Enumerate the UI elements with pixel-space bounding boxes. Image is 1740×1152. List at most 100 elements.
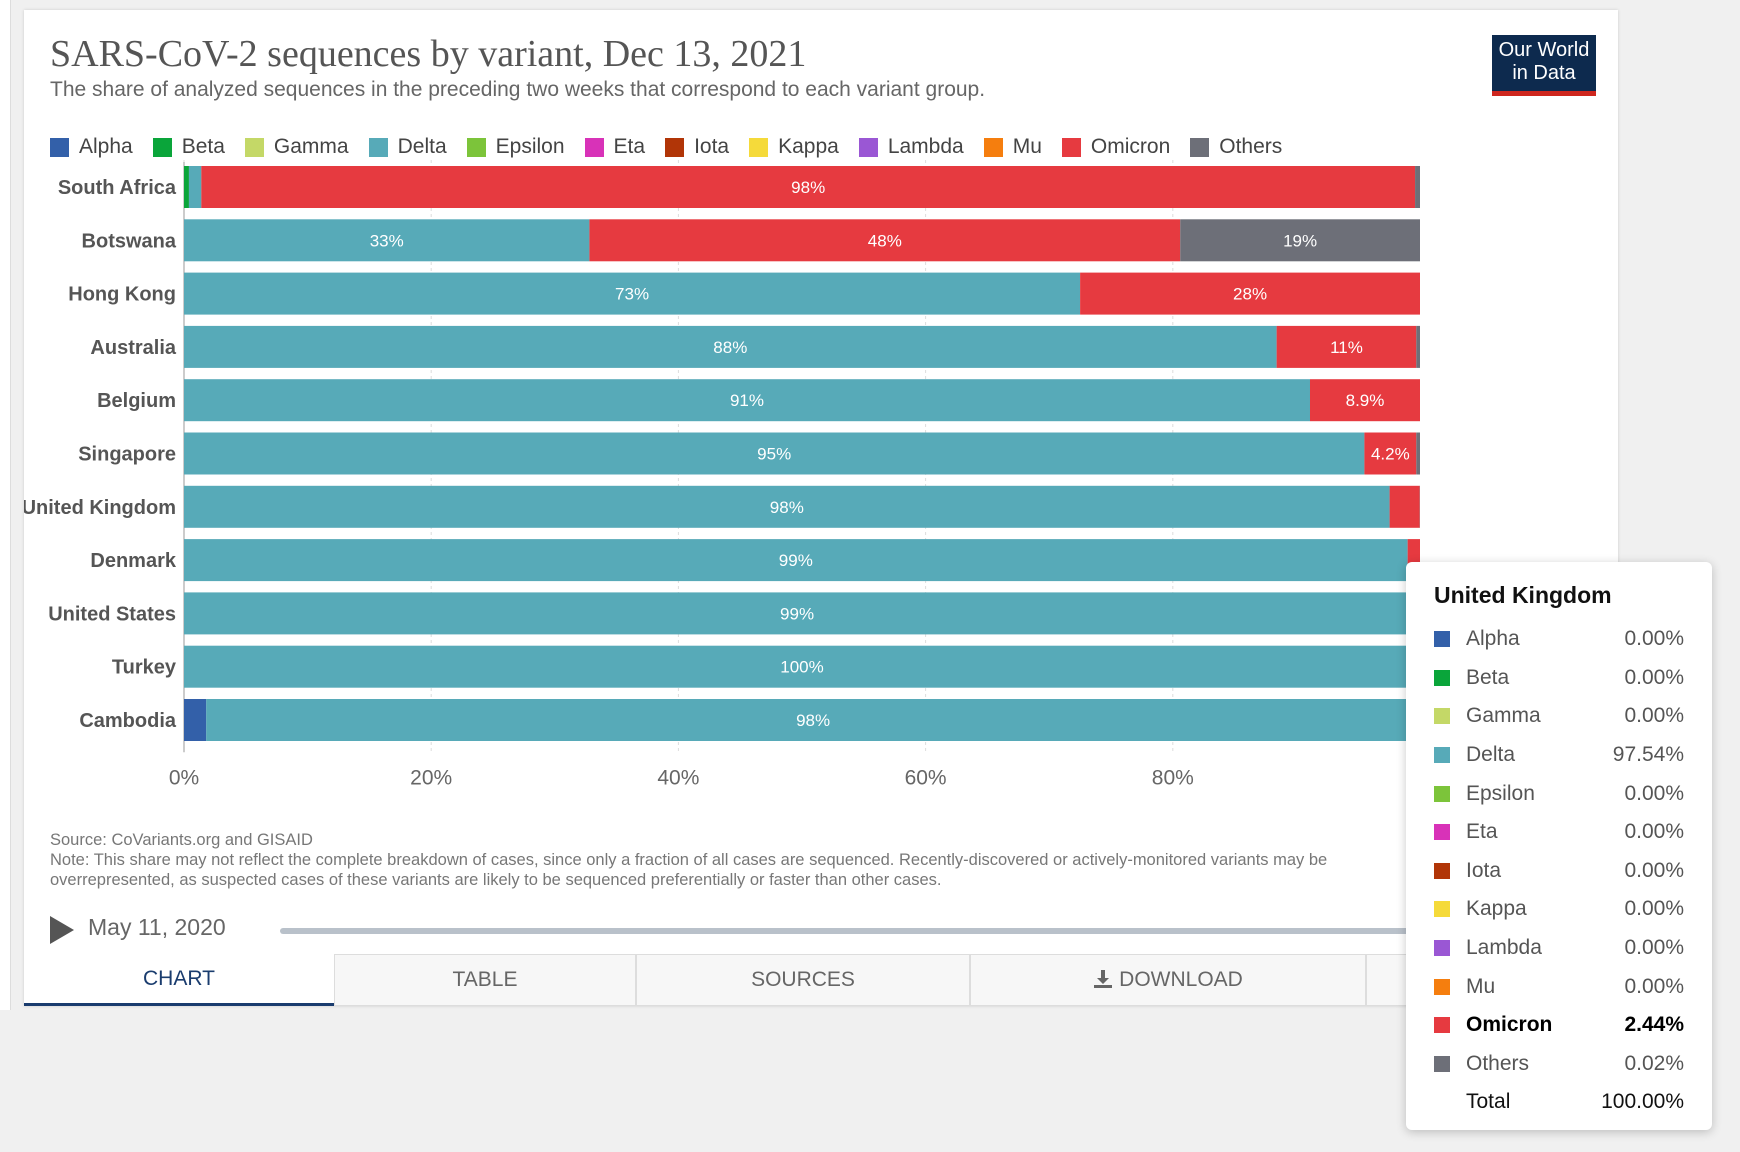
legend-item-delta[interactable]: Delta — [368, 135, 447, 159]
tooltip-swatch-others — [1434, 1055, 1450, 1072]
tooltip-value-eta: 0.00% — [1624, 820, 1684, 844]
timeline-start-date: May 11, 2020 — [88, 914, 226, 940]
owid-logo[interactable]: Our World in Data — [1492, 35, 1596, 96]
timeline-slider[interactable] — [280, 928, 1440, 934]
bar-turkey-delta[interactable] — [184, 645, 1420, 688]
row-label-belgium: Belgium — [97, 390, 176, 412]
legend-swatch-epsilon — [466, 137, 486, 157]
legend-swatch-others — [1190, 137, 1210, 157]
tooltip-swatch-eta — [1434, 824, 1450, 841]
x-tick-label: 40% — [657, 766, 699, 789]
bar-label-hong-kong-delta: 73% — [615, 285, 649, 304]
legend-item-beta[interactable]: Beta — [152, 135, 225, 159]
tooltip-swatch-lambda — [1434, 940, 1450, 957]
bar-cambodia-delta[interactable] — [206, 699, 1420, 741]
bar-label-south-africa-omicron: 98% — [791, 178, 825, 197]
bar-label-botswana-omicron: 48% — [868, 231, 902, 250]
x-tick-label: 80% — [1152, 766, 1194, 789]
tooltip-value-iota: 0.00% — [1624, 858, 1684, 882]
tooltip-row-lambda: Lambda 0.00% — [1434, 929, 1684, 968]
bar-united-kingdom-omicron[interactable] — [1389, 485, 1420, 528]
tooltip-row-mu: Mu 0.00% — [1434, 967, 1684, 1006]
tab-sources-label: SOURCES — [751, 968, 855, 991]
tooltip-value-alpha: 0.00% — [1624, 627, 1684, 651]
legend-item-lambda[interactable]: Lambda — [858, 135, 964, 159]
bar-australia-delta[interactable] — [184, 325, 1277, 368]
legend-item-iota[interactable]: Iota — [665, 135, 729, 159]
bar-cambodia-alpha[interactable] — [184, 699, 207, 741]
bar-south-africa-delta[interactable] — [188, 166, 202, 208]
tooltip-swatch-iota — [1434, 862, 1450, 879]
legend-swatch-delta — [368, 137, 388, 157]
tooltip-name-delta: Delta — [1466, 743, 1516, 767]
bar-australia-omicron[interactable] — [1276, 325, 1417, 368]
legend-item-epsilon[interactable]: Epsilon — [466, 135, 565, 159]
tab-sources[interactable]: SOURCES — [636, 954, 970, 1006]
tab-chart[interactable]: CHART — [24, 954, 334, 1006]
tooltip-swatch-delta — [1434, 747, 1450, 764]
bar-south-africa-others[interactable] — [1415, 166, 1420, 208]
legend-label-omicron: Omicron — [1090, 135, 1171, 158]
bar-belgium-omicron[interactable] — [1309, 379, 1420, 422]
tooltip-row-delta: Delta 97.54% — [1434, 736, 1684, 775]
tooltip-title: United Kingdom — [1434, 582, 1612, 608]
tooltip-name-others: Others — [1466, 1051, 1530, 1075]
legend-item-others[interactable]: Others — [1190, 135, 1282, 159]
tooltip-name-alpha: Alpha — [1466, 627, 1520, 651]
bar-hong-kong-delta[interactable] — [184, 272, 1081, 315]
tooltip-value-delta: 97.54% — [1612, 743, 1684, 767]
logo-line-1: Our World — [1498, 39, 1590, 61]
legend-item-omicron[interactable]: Omicron — [1061, 135, 1171, 159]
bar-label-denmark-delta: 99% — [779, 551, 813, 570]
bar-united-kingdom-delta[interactable] — [184, 485, 1390, 528]
tab-table[interactable]: TABLE — [334, 954, 636, 1006]
row-label-australia: Australia — [90, 337, 176, 359]
tooltip-value-beta: 0.00% — [1624, 665, 1684, 689]
play-icon[interactable] — [50, 916, 74, 944]
tooltip-name-gamma: Gamma — [1466, 704, 1541, 728]
tooltip-name-lambda: Lambda — [1466, 936, 1542, 960]
bar-singapore-delta[interactable] — [184, 432, 1365, 475]
bar-singapore-omicron[interactable] — [1364, 432, 1417, 475]
bar-united-states-delta[interactable] — [184, 592, 1411, 635]
tooltip-row-beta: Beta 0.00% — [1434, 659, 1684, 698]
legend-label-epsilon: Epsilon — [495, 135, 565, 158]
row-label-united-states: United States — [48, 603, 176, 625]
bar-south-africa-omicron[interactable] — [201, 166, 1416, 208]
legend-item-mu[interactable]: Mu — [983, 135, 1042, 159]
legend-label-eta: Eta — [613, 135, 646, 158]
bar-singapore-others[interactable] — [1416, 432, 1420, 475]
bar-south-africa-beta[interactable] — [184, 166, 189, 208]
row-label-botswana: Botswana — [82, 230, 177, 252]
legend-item-gamma[interactable]: Gamma — [244, 135, 349, 159]
download-icon — [1094, 970, 1113, 988]
tooltip-value-lambda: 0.00% — [1624, 936, 1684, 960]
bar-australia-others[interactable] — [1416, 325, 1420, 368]
tooltip-total-value: 100.00% — [1601, 1090, 1684, 1114]
bar-label-belgium-omicron: 8.9% — [1346, 391, 1385, 410]
row-label-singapore: Singapore — [78, 444, 176, 466]
bar-denmark-delta[interactable] — [184, 539, 1408, 582]
bar-botswana-delta[interactable] — [184, 219, 590, 262]
tooltip-row-alpha: Alpha 0.00% — [1434, 620, 1684, 659]
bar-hong-kong-omicron[interactable] — [1080, 272, 1420, 315]
bar-belgium-delta[interactable] — [184, 379, 1310, 422]
tooltip-name-iota: Iota — [1466, 858, 1502, 882]
note-line: Note: This share may not reflect the com… — [50, 851, 1328, 889]
bar-botswana-omicron[interactable] — [589, 219, 1181, 262]
legend-item-alpha[interactable]: Alpha — [50, 135, 133, 159]
tooltip-swatch-mu — [1434, 978, 1450, 995]
bar-botswana-others[interactable] — [1180, 219, 1420, 262]
legend-swatch-iota — [665, 137, 685, 157]
row-label-turkey: Turkey — [112, 657, 177, 679]
tab-download[interactable]: DOWNLOAD — [970, 954, 1366, 1006]
row-label-united-kingdom: United Kingdom — [24, 497, 176, 519]
legend-item-kappa[interactable]: Kappa — [749, 135, 839, 159]
legend-label-kappa: Kappa — [778, 135, 839, 158]
bar-label-singapore-delta: 95% — [757, 445, 791, 464]
legend-swatch-gamma — [244, 137, 264, 157]
x-tick-label: 0% — [169, 766, 199, 789]
legend-item-eta[interactable]: Eta — [584, 135, 646, 159]
tooltip-name-beta: Beta — [1466, 665, 1510, 689]
chart-subtitle: The share of analyzed sequences in the p… — [50, 78, 986, 101]
